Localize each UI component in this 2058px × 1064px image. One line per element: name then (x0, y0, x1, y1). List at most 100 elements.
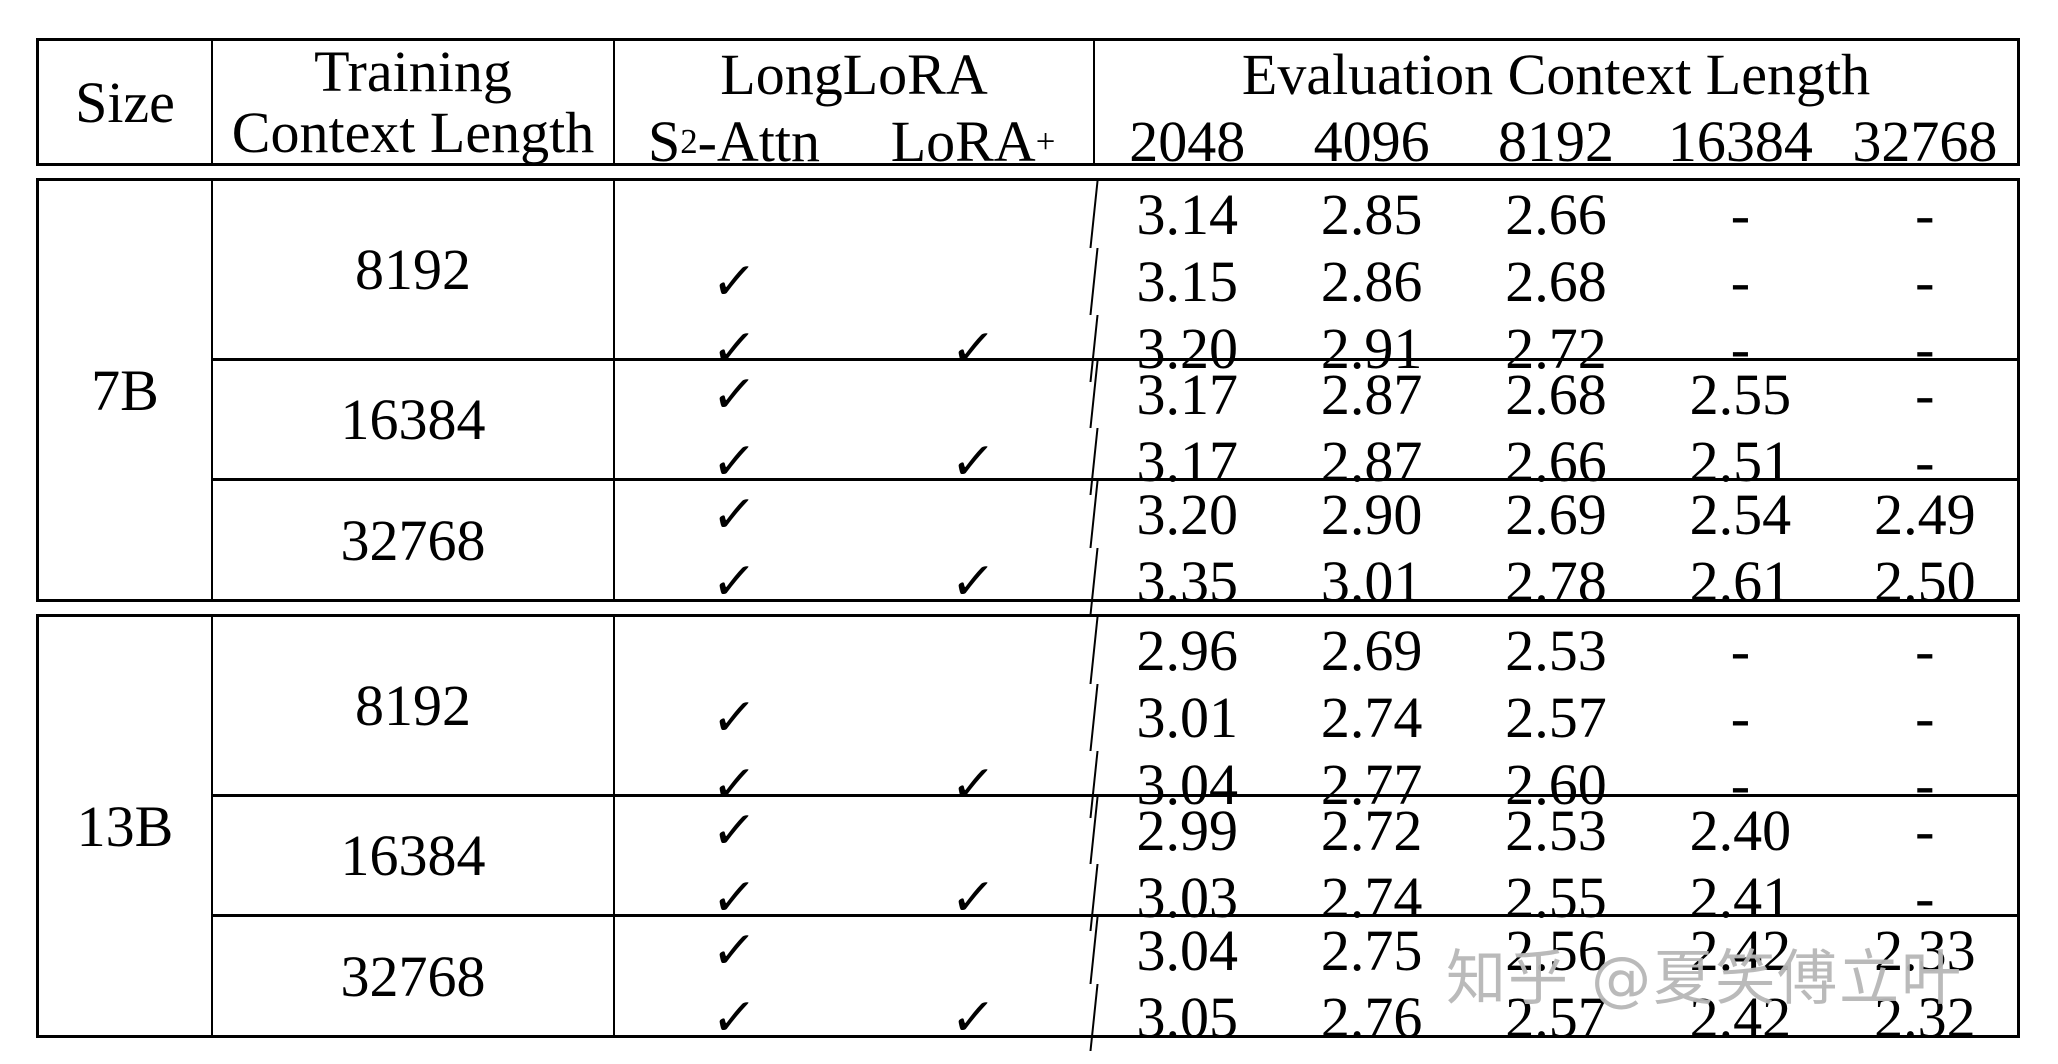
empty-cell (849, 360, 1099, 428)
header-training-line1: Training (314, 38, 512, 104)
header-s2attn: S 2 -Attn (647, 109, 821, 174)
header-evaluation: Evaluation Context Length (1241, 42, 1871, 107)
perplexity-value: 3.20 (1136, 316, 1238, 381)
perplexity-value: - (1915, 182, 1935, 247)
table-row: ✓ 3.15 2.86 2.68 - - (615, 248, 2017, 315)
perplexity-value: 2.85 (1320, 182, 1423, 247)
perplexity-value: 3.35 (1136, 549, 1238, 615)
perplexity-value: 2.53 (1505, 797, 1607, 863)
header-eval-length: 32768 (1852, 109, 1998, 174)
training-group: 8192 2.96 2.69 2.53- - ✓ 3.01 2.74 2.57- - ✓ ✓ 3.04 2… (213, 617, 2017, 818)
perplexity-value: - (1730, 685, 1751, 750)
perplexity-value: 2.86 (1320, 249, 1423, 314)
checkmark-icon: ✓ (709, 551, 759, 612)
header-eval-length: 16384 (1667, 109, 1813, 174)
training-group: 16384 ✓ 3.17 2.87 2.68 2.55- ✓ ✓ 3.17 2.87 2.66 2.5… (213, 357, 2017, 495)
perplexity-value: 3.01 (1320, 549, 1423, 615)
perplexity-value: 2.57 (1505, 985, 1607, 1051)
table-row: 3.14 2.85 2.66 - - (615, 181, 2017, 248)
group-rows: ✓ 2.99 2.72 2.53 2.40- ✓ ✓ 3.03 2.74 2.55 2.41- (615, 796, 2017, 931)
perplexity-value: 3.15 (1136, 249, 1238, 314)
group-rows: ✓ 3.20 2.90 2.69 2.54 2.49 ✓ ✓ 3.35 3.01 2.78 2.61 2… (615, 481, 2017, 616)
perplexity-value: 2.51 (1689, 428, 1792, 494)
header-eval-length: 4096 (1313, 109, 1430, 174)
perplexity-value: 3.01 (1136, 685, 1238, 750)
table-row: ✓ ✓ 3.35 3.01 2.78 2.61 2.50 (615, 548, 2017, 616)
perplexity-value: 2.99 (1136, 797, 1238, 863)
empty-cell (849, 796, 1099, 864)
perplexity-value: 2.55 (1689, 361, 1792, 427)
perplexity-value: 3.17 (1136, 428, 1238, 494)
header-evaluation-group: Evaluation Context Length 2048 4096 8192 16… (1095, 41, 2017, 174)
perplexity-value: 2.78 (1505, 549, 1607, 615)
perplexity-value: 3.14 (1136, 182, 1238, 247)
perplexity-value: 2.42 (1689, 918, 1792, 984)
checkmark-icon: ✓ (709, 484, 759, 545)
perplexity-value: 2.55 (1505, 864, 1607, 930)
model-section: 7B 8192 3.14 2.85 2.66- - ✓ 3.15 2.86 2.68- - ✓ ✓ 3.… (36, 178, 2020, 616)
perplexity-value: 2.57 (1505, 685, 1607, 750)
checkmark-icon: ✓ (709, 687, 759, 748)
perplexity-value: - (1915, 618, 1935, 683)
perplexity-value: - (1915, 864, 1935, 930)
header-eval-columns: 2048 4096 8192 16384 32768 (1095, 108, 2017, 175)
table-row: ✓ ✓ 3.20 2.91 2.72- - (615, 315, 2017, 382)
perplexity-value: 2.56 (1505, 918, 1607, 984)
s2attn-rest: -Attn (697, 109, 821, 174)
perplexity-value: 2.96 (1136, 618, 1238, 683)
empty-cell (849, 617, 1099, 684)
perplexity-value: - (1915, 316, 1935, 381)
perplexity-value: - (1915, 752, 1935, 817)
size-cell: 13B (39, 617, 213, 1035)
perplexity-value: 2.54 (1689, 482, 1792, 548)
training-group: 16384 ✓ 2.99 2.72 2.53 2.40- ✓ ✓ 3.03 2.74 2.55 2.4… (213, 793, 2017, 931)
perplexity-value: - (1730, 249, 1751, 314)
training-length-cell: 8192 (213, 617, 615, 794)
perplexity-value: 3.03 (1136, 864, 1238, 930)
table-row: ✓ ✓ 3.04 2.77 2.60- - (615, 751, 2017, 818)
checkmark-icon: ✓ (709, 800, 759, 861)
perplexity-value: 2.66 (1505, 428, 1607, 494)
perplexity-value: 2.74 (1320, 864, 1423, 930)
perplexity-value: 2.60 (1505, 752, 1607, 817)
perplexity-value: - (1915, 249, 1935, 314)
table-row: ✓ ✓ 3.05 2.76 2.57 2.42 2.32 (615, 984, 2017, 1052)
perplexity-value: - (1730, 316, 1751, 381)
header-longlora-group: LongLoRA S 2 -Attn LoRA + (615, 41, 1095, 174)
perplexity-value: 2.91 (1320, 316, 1423, 381)
perplexity-value: - (1915, 361, 1935, 427)
perplexity-value: 2.69 (1320, 618, 1423, 683)
perplexity-value: - (1730, 182, 1751, 247)
table-row: ✓ 3.01 2.74 2.57 - - (615, 684, 2017, 751)
header-training-context-length: Training Context Length (213, 38, 615, 163)
s2attn-base: S (647, 109, 681, 174)
perplexity-value: 3.20 (1136, 482, 1238, 548)
group-rows: 3.14 2.85 2.66- - ✓ 3.15 2.86 2.68- - ✓ ✓ 3.20 2.91 2… (615, 181, 2017, 382)
model-section: 13B 8192 2.96 2.69 2.53- - ✓ 3.01 2.74 2.57- - ✓ ✓ 3… (36, 614, 2020, 1052)
empty-cell (611, 617, 856, 684)
training-length-cell: 16384 (213, 360, 615, 479)
training-length-cell: 8192 (213, 181, 615, 358)
perplexity-value: 2.40 (1689, 797, 1792, 863)
header-eval-length: 2048 (1129, 109, 1246, 174)
perplexity-value: 2.75 (1320, 918, 1423, 984)
perplexity-value: 2.68 (1505, 361, 1607, 427)
header-lora-plus: LoRA + (890, 109, 1056, 174)
perplexity-value: - (1915, 685, 1935, 750)
perplexity-value: 2.68 (1505, 249, 1607, 314)
perplexity-value: 2.33 (1874, 918, 1976, 984)
checkmark-icon: ✓ (709, 920, 759, 981)
perplexity-value: 2.90 (1320, 482, 1423, 548)
header-longlora: LongLoRA (720, 42, 988, 107)
perplexity-value: - (1730, 618, 1751, 683)
empty-cell (849, 481, 1099, 549)
table-row: ✓ 3.17 2.87 2.68 2.55 - (615, 360, 2017, 428)
header-eval-length: 8192 (1498, 109, 1615, 174)
lora-base: LoRA (890, 109, 1036, 174)
header-size: Size (39, 41, 213, 163)
training-length-cell: 32768 (213, 481, 615, 600)
perplexity-value: 2.77 (1320, 752, 1423, 817)
perplexity-value: - (1915, 428, 1935, 494)
